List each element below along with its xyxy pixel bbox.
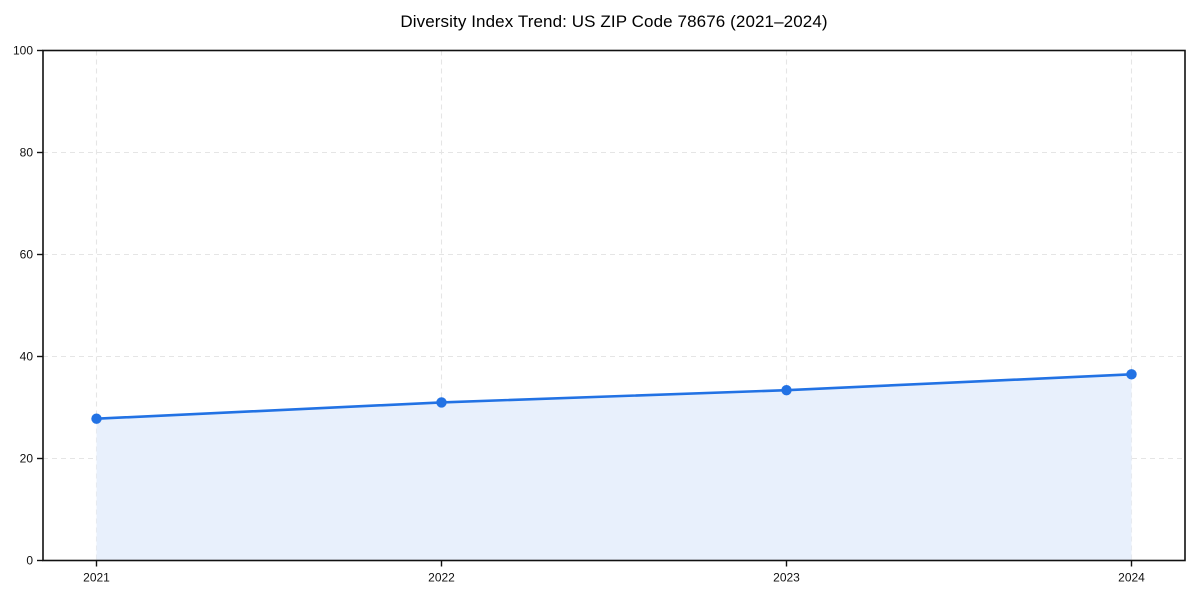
y-axis-tick-label: 100 [13,44,33,58]
y-axis-tick-label: 20 [20,452,34,466]
y-axis-tick-label: 40 [20,350,34,364]
x-axis-tick-label: 2023 [773,571,800,585]
y-axis-tick-label: 0 [26,554,33,568]
x-axis-tick-label: 2024 [1118,571,1145,585]
data-point-2022 [436,397,447,408]
area-fill [96,374,1132,561]
y-axis-tick-label: 60 [20,248,34,262]
y-axis-tick-label: 80 [20,146,34,160]
x-axis-tick-label: 2021 [83,571,110,585]
x-axis-tick-label: 2022 [428,571,455,585]
data-point-2023 [781,384,792,396]
trend-line [95,373,1133,421]
plot-frame [42,49,1186,562]
data-point-2021 [91,413,102,424]
data-point-2024 [1126,369,1137,380]
chart-title: Diversity Index Trend: US ZIP Code 78676… [400,12,828,31]
